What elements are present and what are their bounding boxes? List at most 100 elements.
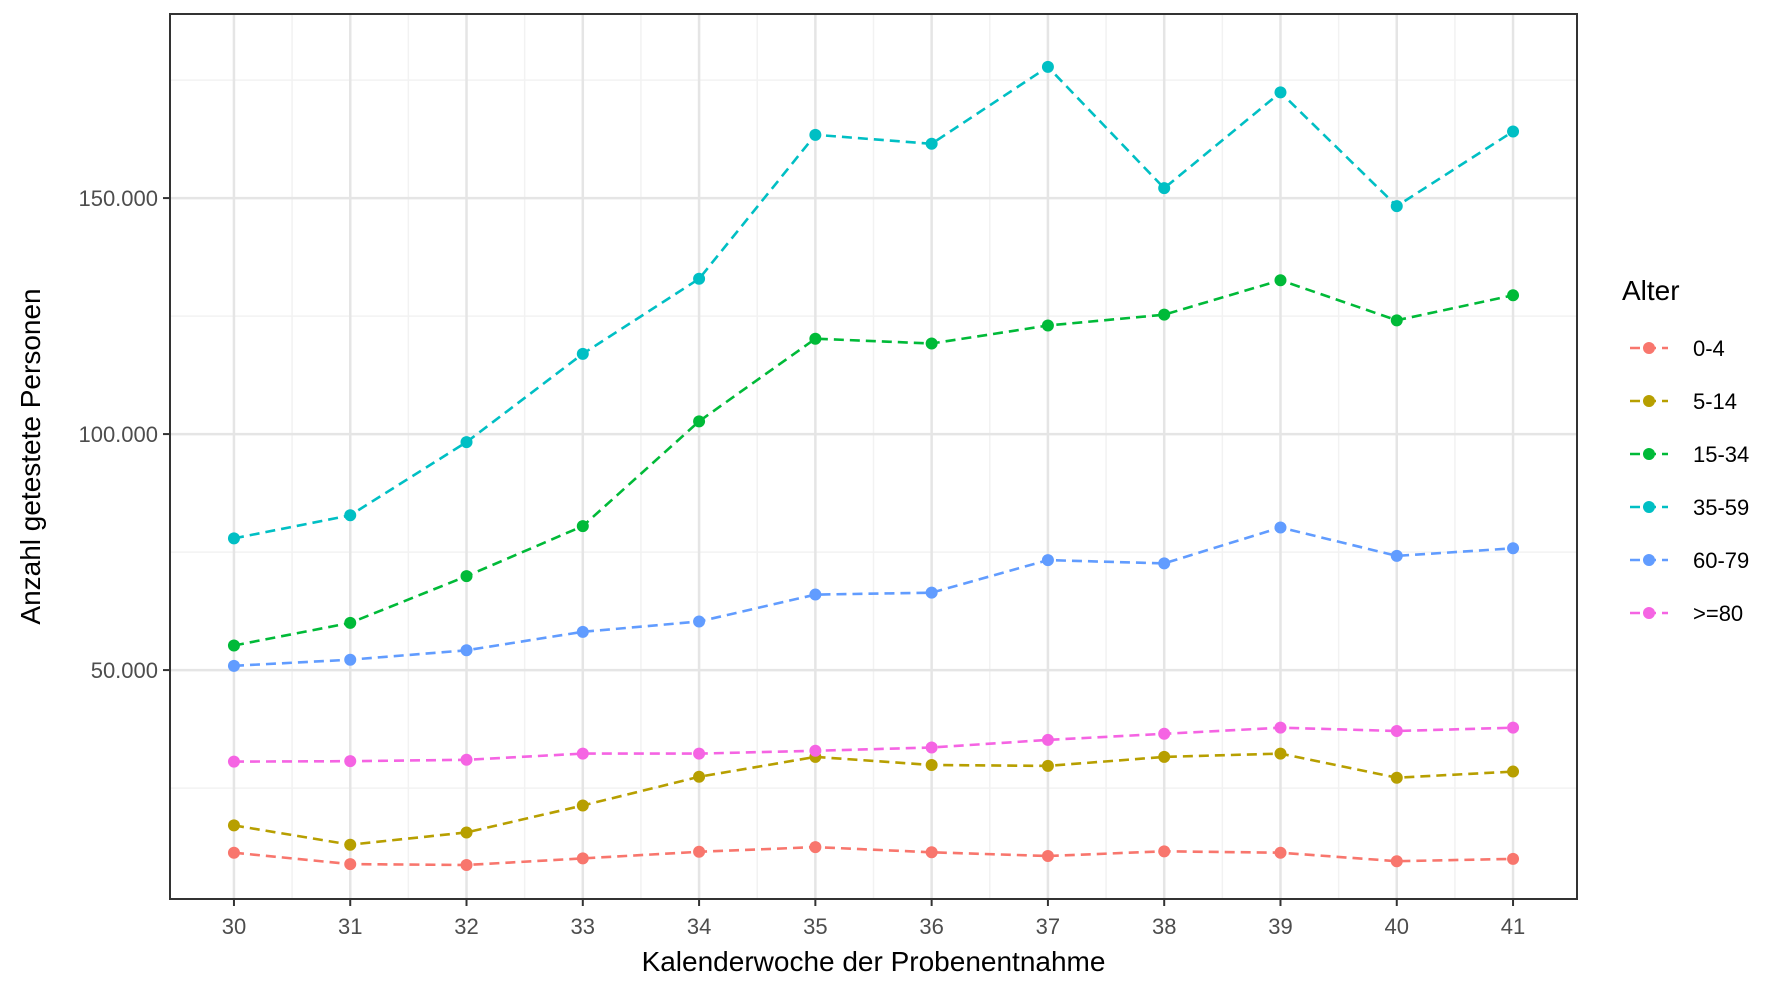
data-point-0-4 — [925, 846, 938, 859]
grid-major — [170, 14, 1577, 899]
data-point-35-59 — [576, 347, 589, 360]
legend-label: >=80 — [1693, 601, 1743, 626]
data-point-0-4 — [1507, 852, 1520, 865]
series-line-60-79 — [233, 526, 1514, 668]
legend-label: 5-14 — [1693, 389, 1737, 414]
x-tick-label: 34 — [687, 914, 711, 939]
legend-label: 0-4 — [1693, 336, 1725, 361]
data-point-35-59 — [344, 509, 357, 522]
x-tick-label: 30 — [222, 914, 246, 939]
data-point-5-14 — [1274, 747, 1287, 760]
data-point-5-14 — [1158, 750, 1171, 763]
grid-minor — [170, 14, 1577, 899]
data-point-0-4 — [344, 858, 357, 871]
data-point-0-4 — [1041, 850, 1054, 863]
plot-border — [169, 13, 1578, 900]
data-point-5-14 — [925, 758, 938, 771]
data-point-5-14 — [1390, 771, 1403, 784]
data-point-60-79 — [1507, 542, 1520, 555]
data-point-5-14 — [1507, 765, 1520, 778]
y-axis-title: Anzahl getestete Personen — [15, 288, 46, 624]
series-layer — [227, 60, 1520, 872]
x-tick-label: 32 — [454, 914, 478, 939]
legend-key-point — [1643, 501, 1655, 513]
data-point-60-79 — [693, 615, 706, 628]
x-tick-label: 31 — [338, 914, 362, 939]
data-point-15-34 — [809, 332, 822, 345]
legend: Alter 0-4 5-14 15-34 35-59 60-79 >=80 — [1622, 275, 1749, 626]
legend-key-point — [1643, 395, 1655, 407]
data-point-0-4 — [809, 841, 822, 854]
data-point-0-4 — [1274, 846, 1287, 859]
data-point-60-79 — [576, 625, 589, 638]
data-point-5-14 — [344, 838, 357, 851]
data-point-15-34 — [693, 415, 706, 428]
data-point-35-59 — [460, 436, 473, 449]
data-point-15-34 — [1041, 319, 1054, 332]
data-point-15-34 — [1274, 274, 1287, 287]
data-point-35-59 — [1274, 86, 1287, 99]
data-point-0-4 — [460, 859, 473, 872]
series-line-15-34 — [233, 278, 1514, 647]
data-point-15-34 — [227, 639, 240, 652]
data-point-5-14 — [693, 770, 706, 783]
legend-key-point — [1643, 448, 1655, 460]
data-point-0-4 — [227, 846, 240, 859]
legend-key-point — [1643, 554, 1655, 566]
x-tick-label: 37 — [1036, 914, 1060, 939]
data-point-5-14 — [1041, 759, 1054, 772]
data-point-15-34 — [925, 337, 938, 350]
y-tick-label: 50.000 — [91, 658, 158, 683]
data-point-80 — [344, 755, 357, 768]
x-axis-title: Kalenderwoche der Probenentnahme — [642, 946, 1106, 977]
data-point-5-14 — [576, 799, 589, 812]
data-point-0-4 — [1158, 845, 1171, 858]
data-point-35-59 — [227, 532, 240, 545]
data-point-5-14 — [227, 819, 240, 832]
data-point-80 — [1041, 733, 1054, 746]
y-tick-label: 100.000 — [78, 422, 158, 447]
data-point-35-59 — [1041, 60, 1054, 73]
legend-title: Alter — [1622, 275, 1680, 306]
data-point-0-4 — [576, 852, 589, 865]
data-point-0-4 — [1390, 855, 1403, 868]
data-point-60-79 — [1274, 521, 1287, 534]
legend-key-point — [1643, 342, 1655, 354]
y-tick-label: 150.000 — [78, 186, 158, 211]
data-point-60-79 — [1158, 557, 1171, 570]
y-axis: 50.000 100.000 150.000 — [78, 186, 170, 683]
data-point-15-34 — [344, 616, 357, 629]
data-point-35-59 — [925, 137, 938, 150]
data-point-80 — [693, 747, 706, 760]
data-point-35-59 — [1390, 200, 1403, 213]
legend-label: 60-79 — [1693, 548, 1749, 573]
series-line-35-59 — [233, 65, 1514, 540]
data-point-35-59 — [1158, 182, 1171, 195]
data-point-15-34 — [1158, 308, 1171, 321]
data-point-80 — [227, 755, 240, 768]
x-axis: 30 31 32 33 34 35 36 37 38 39 40 41 — [222, 899, 1525, 939]
x-tick-label: 33 — [571, 914, 595, 939]
data-point-60-79 — [460, 644, 473, 657]
series-line-5-14 — [233, 752, 1514, 847]
legend-label: 35-59 — [1693, 495, 1749, 520]
data-point-80 — [1158, 727, 1171, 740]
data-point-80 — [1390, 724, 1403, 737]
data-point-35-59 — [693, 272, 706, 285]
data-point-80 — [1507, 721, 1520, 734]
data-point-35-59 — [1507, 125, 1520, 138]
data-point-80 — [809, 744, 822, 757]
data-point-60-79 — [344, 653, 357, 666]
x-tick-label: 41 — [1501, 914, 1525, 939]
legend-key-point — [1643, 607, 1655, 619]
data-point-15-34 — [576, 520, 589, 533]
series-line-0-4 — [233, 845, 1514, 867]
data-point-35-59 — [809, 128, 822, 141]
x-tick-label: 39 — [1268, 914, 1292, 939]
data-point-5-14 — [460, 826, 473, 839]
x-tick-label: 40 — [1385, 914, 1409, 939]
data-point-80 — [925, 741, 938, 754]
data-point-80 — [576, 747, 589, 760]
x-tick-label: 35 — [803, 914, 827, 939]
